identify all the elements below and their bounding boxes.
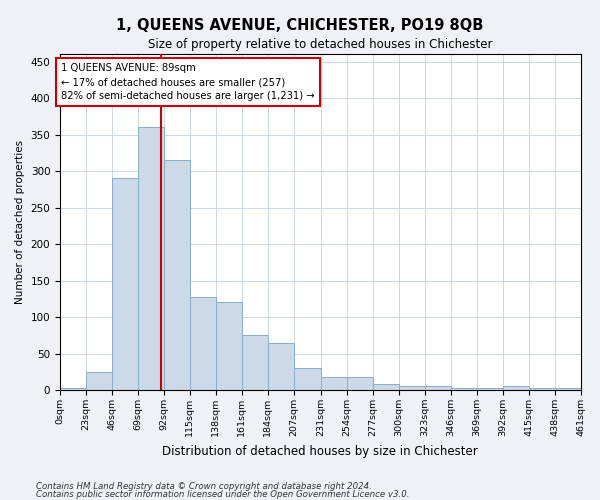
X-axis label: Distribution of detached houses by size in Chichester: Distribution of detached houses by size … (163, 444, 478, 458)
Text: Contains public sector information licensed under the Open Government Licence v3: Contains public sector information licen… (36, 490, 409, 499)
Bar (138, 128, 164, 390)
Text: 1 QUEENS AVENUE: 89sqm
← 17% of detached houses are smaller (257)
82% of semi-de: 1 QUEENS AVENUE: 89sqm ← 17% of detached… (61, 63, 315, 101)
Bar (476, 388, 503, 390)
Bar (503, 386, 529, 390)
Bar (529, 388, 554, 390)
Bar (425, 386, 451, 390)
Bar (242, 336, 268, 390)
Bar (347, 377, 373, 390)
Bar (216, 302, 242, 390)
Bar (373, 384, 399, 390)
Text: 1, QUEENS AVENUE, CHICHESTER, PO19 8QB: 1, QUEENS AVENUE, CHICHESTER, PO19 8QB (116, 18, 484, 32)
Text: Contains HM Land Registry data © Crown copyright and database right 2024.: Contains HM Land Registry data © Crown c… (36, 482, 372, 491)
Bar (451, 388, 476, 390)
Bar (399, 386, 425, 390)
Bar (294, 368, 321, 390)
Bar (268, 342, 294, 390)
Bar (164, 160, 190, 390)
Y-axis label: Number of detached properties: Number of detached properties (15, 140, 25, 304)
Bar (554, 388, 581, 390)
Bar (86, 372, 112, 390)
Bar (321, 377, 347, 390)
Bar (112, 178, 138, 390)
Bar (60, 388, 86, 390)
Title: Size of property relative to detached houses in Chichester: Size of property relative to detached ho… (148, 38, 493, 51)
Bar (190, 296, 216, 390)
